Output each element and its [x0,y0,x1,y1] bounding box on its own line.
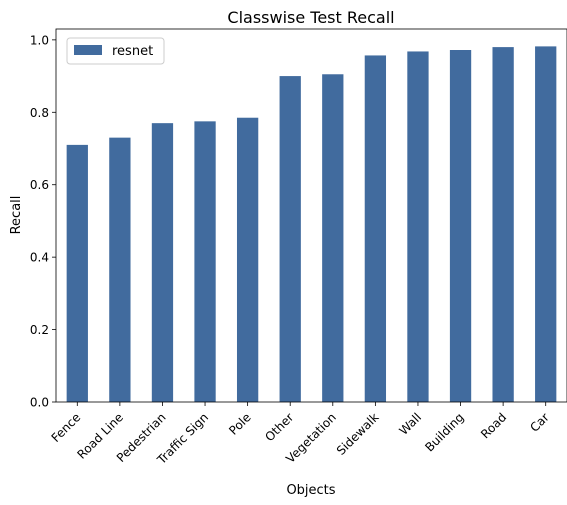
y-tick-label: 0.4 [30,251,49,265]
bar [322,74,344,402]
x-tick-label: Car [527,410,552,435]
x-tick-label: Fence [49,410,84,445]
y-tick-label: 0.0 [30,396,49,410]
legend: resnet [66,37,165,65]
bar [449,50,472,403]
legend-swatch [74,45,102,55]
y-tick-label: 0.8 [30,106,49,120]
bar [66,144,88,403]
bar [236,117,259,402]
x-tick-label: Pole [226,410,253,437]
x-tick-label: Sidewalk [334,410,382,458]
legend-frame [66,37,165,65]
y-tick-label: 0.2 [30,323,49,337]
x-tick-label: Road [478,410,509,441]
y-tick-label: 0.6 [30,178,49,192]
y-tick-label: 1.0 [30,33,49,47]
bar [194,121,216,402]
plot-frame [55,28,567,403]
x-axis-label: Objects [286,483,335,498]
legend-label: resnet [112,44,153,59]
x-tick-label: Other [262,410,296,444]
bar [492,47,514,402]
bar [407,51,429,403]
bar [151,123,174,403]
bar [279,76,301,402]
x-tick-label: Wall [396,410,424,438]
x-tick-label: Building [422,410,466,454]
y-axis-ticks: 0.0 0.2 0.4 0.6 0.8 1.0 [30,33,56,410]
chart-title: Classwise Test Recall [227,8,394,27]
bar [364,55,387,403]
bar [109,137,131,402]
bars [66,46,557,403]
y-axis-label: Recall [9,196,24,235]
bar [535,46,557,403]
